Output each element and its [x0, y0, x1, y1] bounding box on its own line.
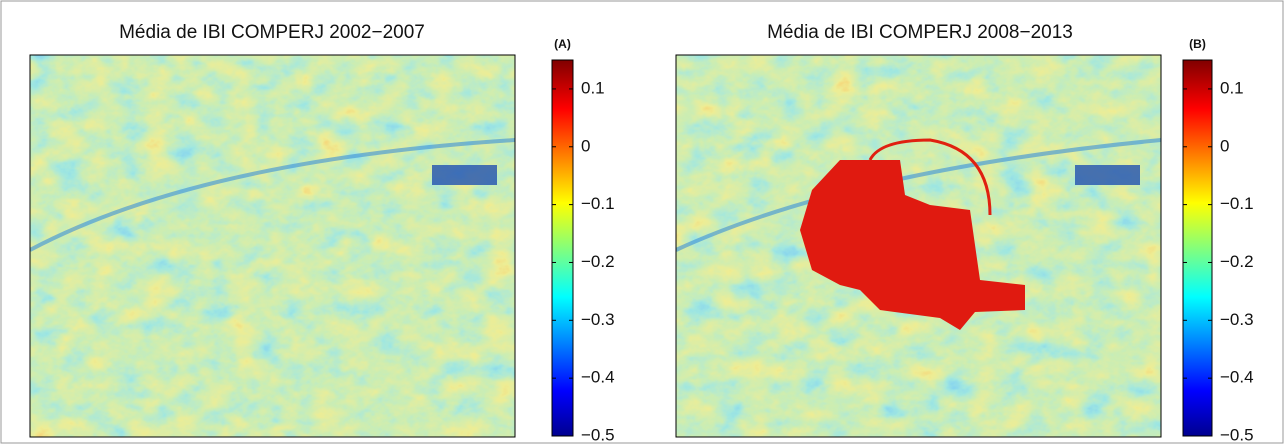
colorbar-tick-label: −0.3 [1220, 310, 1254, 329]
colorbar [552, 60, 573, 436]
colorbar [1183, 60, 1212, 436]
panel-label: (B) [1189, 37, 1206, 51]
colorbar-tick-label: −0.3 [581, 310, 615, 329]
colorbar-tick-label: 0.1 [581, 78, 605, 97]
colorbar-tick-label: −0.1 [581, 194, 615, 213]
colorbar-tick-label: −0.2 [1220, 252, 1254, 271]
map-b [676, 55, 1161, 437]
panel-label: (A) [554, 37, 571, 51]
colorbar-tick-label: 0 [1220, 136, 1229, 155]
colorbar-tick-label: −0.4 [581, 368, 615, 387]
figure: Média de IBI COMPERJ 2002−2007 (A) 0.1 0 −0.… [0, 0, 1284, 444]
colorbar-tick-label: −0.5 [1220, 425, 1254, 444]
colorbar-tick-label: 0 [581, 136, 590, 155]
panel-title: Média de IBI COMPERJ 2002−2007 [119, 22, 425, 43]
colorbar-tick-label: −0.1 [1220, 194, 1254, 213]
colorbar-tick-label: −0.2 [581, 252, 615, 271]
colorbar-tick-label: −0.4 [1220, 368, 1254, 387]
map-a [30, 55, 515, 437]
colorbar-tick-label: 0.1 [1220, 78, 1244, 97]
panel-title: Média de IBI COMPERJ 2008−2013 [767, 22, 1073, 43]
colorbar-tick-label: −0.5 [581, 425, 615, 444]
